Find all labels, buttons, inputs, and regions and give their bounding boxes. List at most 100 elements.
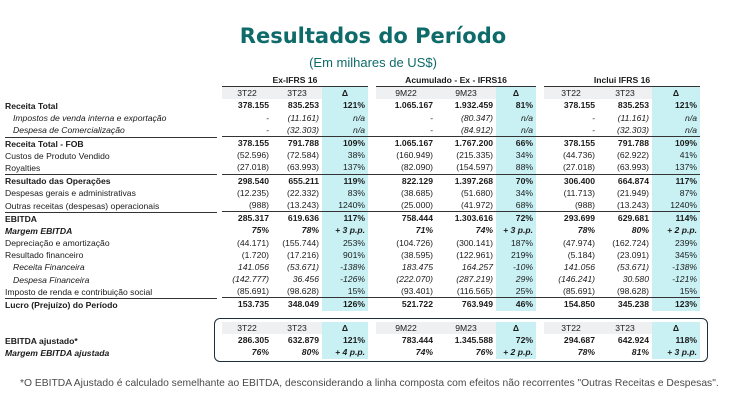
value-cell: 655.211 xyxy=(272,173,322,187)
value-cell: (44.736) xyxy=(562,150,595,161)
delta-cell: 121% xyxy=(652,99,700,112)
column-gap xyxy=(536,74,544,87)
value-cell: (25.000) xyxy=(400,199,433,210)
table-row: 153.735 348.049 126% 521.722 763.949 46% 154.8… xyxy=(222,297,700,311)
delta-cell: 68% xyxy=(496,198,536,212)
value-cell: (11.713) xyxy=(563,187,595,198)
column-gap xyxy=(368,161,376,174)
value-cell: 80% xyxy=(301,347,319,358)
delta-cell: 41% xyxy=(652,149,700,162)
period-header: Δ xyxy=(322,86,368,100)
value-cell: 294.687 xyxy=(563,335,595,346)
row-label: Receita Total xyxy=(5,101,58,111)
delta-cell: 239% xyxy=(652,236,700,249)
delta-cell: 66% xyxy=(496,135,536,150)
delta-cell: 15% xyxy=(652,285,700,298)
value-cell: 791.788 xyxy=(598,135,652,150)
value-cell: (62.922) xyxy=(616,150,649,161)
row-label: Resultado das Operações xyxy=(5,174,217,187)
value-cell: 286.305 xyxy=(237,335,269,346)
period-header: Δ xyxy=(652,322,700,335)
row-label: Lucro (Prejuízo) do Período xyxy=(5,298,217,311)
table-row: 76% 80% + 4 p.p. 74% 76% + 2 p.p. 78% 81% + 3 p.… xyxy=(222,346,700,359)
value-cell: (93.401) xyxy=(400,286,433,297)
value-cell: (52.596) xyxy=(236,150,269,161)
period-header: 3T22 xyxy=(544,86,598,100)
column-gap xyxy=(536,224,544,236)
column-gap xyxy=(536,297,544,311)
column-gap xyxy=(536,236,544,248)
delta-cell: 117% xyxy=(322,211,368,225)
value-cell: 71% xyxy=(415,225,433,236)
row-label: Depreciação e amortização xyxy=(5,238,110,249)
value-cell: (155.744) xyxy=(282,237,319,248)
value-cell: 1.397.268 xyxy=(436,173,496,187)
delta-cell: 117% xyxy=(652,173,700,187)
column-gap xyxy=(368,285,376,298)
delta-cell: + 3 p.p. xyxy=(496,224,536,237)
row-label: Margem EBITDA xyxy=(5,225,73,236)
table-row: (12.235) (22.332) 83% (38.685) (51.680) 34% (1… xyxy=(222,186,700,199)
column-gap xyxy=(368,112,376,124)
value-cell: (85.691) xyxy=(562,286,595,297)
delta-cell: 81% xyxy=(496,99,536,112)
value-cell: 1.065.167 xyxy=(376,135,436,150)
delta-cell: + 4 p.p. xyxy=(322,346,368,359)
delta-cell: 15% xyxy=(322,285,368,298)
column-gap xyxy=(536,161,544,174)
column-gap xyxy=(368,322,376,334)
value-cell: (82.090) xyxy=(400,162,433,173)
value-cell: 378.155 xyxy=(544,135,598,150)
period-header: 9M23 xyxy=(436,322,496,335)
group-header: Inclui IFRS 16 xyxy=(544,74,700,88)
period-header: 3T22 xyxy=(222,86,272,100)
value-cell: (21.949) xyxy=(616,187,649,198)
delta-cell: 83% xyxy=(322,186,368,199)
value-cell: 81% xyxy=(631,347,649,358)
footnote: *O EBITDA Ajustado é calculado semelhant… xyxy=(20,378,719,389)
column-gap xyxy=(536,273,544,285)
row-labels: Receita Total Impostos de venda interna e… xyxy=(5,100,217,311)
value-cell: 642.924 xyxy=(617,335,649,346)
row-label: Receita Total - FOB xyxy=(5,136,217,150)
period-header: 3T22 xyxy=(222,322,272,335)
value-cell: (154.597) xyxy=(456,162,493,173)
column-gap xyxy=(368,273,376,285)
column-gap xyxy=(368,124,376,137)
column-gap xyxy=(536,135,544,150)
table-row: (27.018) (63.993) 137% (82.090) (154.597) 88%… xyxy=(222,161,700,174)
column-gap xyxy=(368,199,376,212)
column-gap xyxy=(368,135,376,150)
value-cell: (160.949) xyxy=(396,150,433,161)
delta-cell: 114% xyxy=(652,211,700,225)
delta-cell: n/a xyxy=(652,123,700,137)
column-gap xyxy=(368,149,376,161)
delta-cell: -10% xyxy=(496,260,536,273)
table-row: (988) (13.243) 1240% (25.000) (41.972) 68% (98… xyxy=(222,198,700,212)
value-cell: (80.347) xyxy=(460,112,493,123)
value-cell: (27.018) xyxy=(562,162,595,173)
column-gap xyxy=(368,334,376,346)
row-label: Outras receitas (despesas) operacionais xyxy=(5,200,160,211)
value-cell: 664.874 xyxy=(598,173,652,187)
row-label: Resultado financeiro xyxy=(5,250,84,261)
value-cell: 791.788 xyxy=(272,135,322,150)
delta-cell: n/a xyxy=(652,111,700,124)
delta-cell: 46% xyxy=(496,297,536,311)
delta-cell: 109% xyxy=(652,135,700,150)
value-cell: (104.726) xyxy=(396,237,433,248)
value-cell: (38.685) xyxy=(400,187,433,198)
delta-cell: 345% xyxy=(652,248,700,261)
column-gap xyxy=(536,249,544,261)
value-cell: 153.735 xyxy=(222,297,272,311)
column-gap xyxy=(536,99,544,111)
value-cell: 835.253 xyxy=(617,100,649,111)
period-header: Δ xyxy=(496,86,536,100)
value-cell: 78% xyxy=(577,225,595,236)
period-header: Δ xyxy=(322,322,368,335)
period-header: 3T23 xyxy=(598,86,652,100)
value-cell: (32.303) xyxy=(286,124,319,135)
value-cell: (215.335) xyxy=(456,150,493,161)
column-gap xyxy=(368,261,376,273)
value-cell: 783.444 xyxy=(401,335,433,346)
